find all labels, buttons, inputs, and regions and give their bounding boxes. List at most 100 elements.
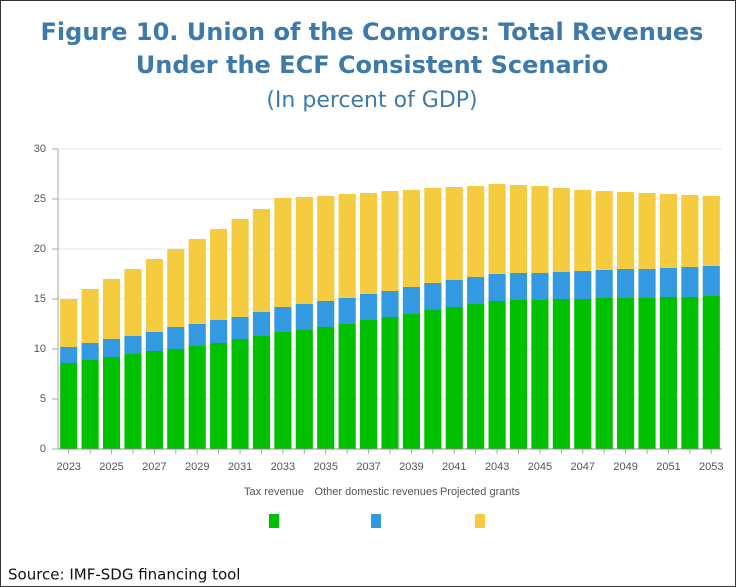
bar-segment [188,324,206,346]
bar-segment [445,307,463,449]
bar-segment [617,298,635,449]
bar-segment [424,283,442,310]
x-tick-label: 2043 [485,461,509,473]
x-tick-label: 2029 [185,461,209,473]
bar-segment [617,192,635,269]
bar-segment [509,300,528,449]
bar-segment [81,360,99,449]
legend-swatch [269,514,279,528]
bar-segment [188,346,206,449]
bar-segment [360,320,378,449]
bar-segment [424,310,442,449]
legend-swatch [371,514,381,528]
legend-label: Other domestic revenues [315,486,438,498]
bar-segment [488,184,506,274]
legend-label: Tax revenue [244,486,304,498]
bar-segment [424,188,442,283]
y-tick-label: 10 [34,343,46,355]
bar-segment [509,185,528,273]
bar-segment [659,194,678,268]
bar-segment [124,269,142,336]
bar-segment [681,267,699,297]
bar-segment [638,298,656,449]
x-tick-label: 2039 [399,461,423,473]
bar-segment [145,332,163,351]
bar-segment [702,296,720,449]
x-tick-label: 2023 [56,461,80,473]
bar-segment [638,269,656,298]
bar-segment [402,190,420,287]
x-tick-label: 2027 [142,461,166,473]
bar-segment [552,272,570,299]
bar-segment [552,299,570,449]
bar-segment [531,186,549,273]
bar-segment [595,298,613,449]
bar-segment [231,317,249,339]
bar-segment [81,343,99,360]
y-tick-label: 15 [34,293,46,305]
bar-segment [102,339,121,357]
bar-segment [595,191,613,270]
bar-segment [702,196,720,266]
x-tick-label: 2045 [528,461,552,473]
bar-segment [659,297,678,449]
bar-segment [124,336,142,354]
bar-segment [295,197,313,304]
bar-segment [102,357,121,449]
x-tick-label: 2037 [356,461,380,473]
bar-segment [381,317,399,449]
bar-segment [681,297,699,449]
x-tick-label: 2053 [699,461,723,473]
bar-segment [488,274,506,301]
bar-segment [574,271,592,299]
bar-segment [402,314,420,449]
bar-segment [531,273,549,300]
bar-segment [681,195,699,267]
bar-segment [381,291,399,317]
x-tick-label: 2025 [99,461,123,473]
bar-segment [574,190,592,271]
x-tick-label: 2031 [228,461,252,473]
bar-segment [167,327,185,349]
bar-segment [467,186,485,277]
y-tick-label: 0 [40,443,46,455]
y-tick-label: 25 [34,193,46,205]
bar-segment [467,304,485,449]
x-tick-label: 2051 [656,461,680,473]
bar-segment [210,320,228,343]
bar-segment [360,193,378,294]
x-tick-label: 2049 [613,461,637,473]
bar-segment [488,301,506,449]
bar-segment [167,249,185,327]
bar-segment [274,332,292,449]
y-tick-label: 30 [34,143,46,155]
bar-segment [338,298,356,324]
bar-segment [467,277,485,304]
chart-title: Figure 10. Union of the Comoros: Total R… [41,18,704,46]
bar-segment [295,330,313,449]
bar-segment [381,191,399,291]
bar-segment [509,273,528,300]
bar-segment [402,287,420,314]
bar-segment [167,349,185,449]
bar-segment [638,193,656,269]
bar-segment [102,279,121,339]
bar-segment [145,259,163,332]
bar-segment [295,304,313,330]
bar-segment [552,188,570,272]
bar-segment [445,187,463,280]
bar-segment [317,327,335,449]
bar-segment [231,219,249,317]
legend-label: Projected grants [440,486,521,498]
x-tick-label: 2035 [313,461,337,473]
bar-segment [317,196,335,301]
bar-segment [252,312,271,336]
bar-segment [445,280,463,307]
y-tick-label: 20 [34,243,46,255]
bar-segment [81,289,99,343]
bar-segment [574,299,592,449]
bar-segment [252,209,271,312]
bar-segment [124,354,142,449]
x-tick-label: 2033 [271,461,295,473]
